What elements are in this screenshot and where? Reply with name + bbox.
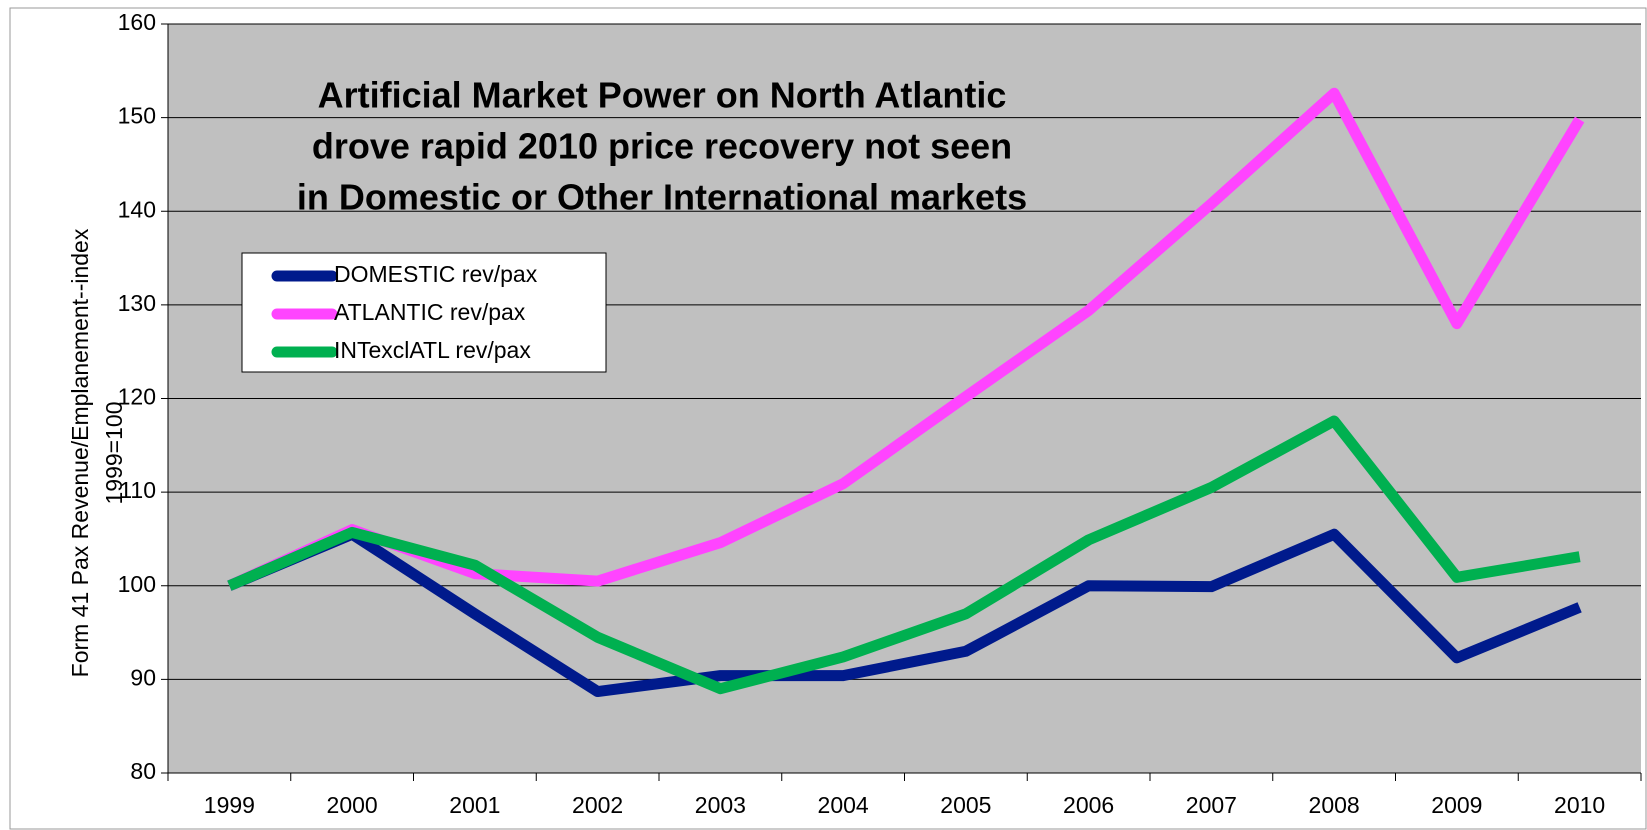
x-tick-label: 1999 [204, 792, 255, 818]
x-tick-label: 2004 [818, 792, 869, 818]
y-tick-label: 160 [118, 9, 156, 35]
y-tick-label: 110 [119, 477, 156, 503]
y-axis-label: 1999=100 [101, 402, 127, 505]
y-tick-label: 130 [118, 290, 156, 316]
x-tick-label: 2003 [695, 792, 746, 818]
x-tick-label: 2000 [327, 792, 378, 818]
y-tick-label: 140 [118, 196, 156, 222]
x-tick-label: 2008 [1309, 792, 1360, 818]
legend-label: DOMESTIC rev/pax [334, 261, 538, 287]
y-tick-label: 150 [118, 103, 156, 129]
x-tick-label: 2002 [572, 792, 623, 818]
data-line [227, 528, 1582, 698]
x-tick-label: 2005 [940, 792, 991, 818]
x-tick-label: 2007 [1186, 792, 1237, 818]
chart-title: drove rapid 2010 price recovery not seen [312, 126, 1012, 167]
y-tick-label: 80 [130, 758, 156, 784]
y-tick-label: 90 [130, 664, 156, 690]
y-tick-label: 120 [118, 384, 156, 410]
x-tick-label: 2006 [1063, 792, 1114, 818]
data-line [227, 415, 1581, 695]
y-tick-label: 100 [118, 571, 156, 597]
x-tick-label: 2001 [449, 792, 500, 818]
legend-label: ATLANTIC rev/pax [334, 299, 526, 325]
x-tick-label: 2010 [1554, 792, 1605, 818]
legend-label: INTexclATL rev/pax [334, 337, 531, 363]
chart-title: Artificial Market Power on North Atlanti… [318, 75, 1007, 116]
x-tick-label: 2009 [1431, 792, 1482, 818]
data-line [227, 87, 1585, 591]
chart-title: in Domestic or Other International marke… [297, 177, 1027, 218]
y-axis-label: Form 41 Pax Revenue/Emplanement--index [67, 228, 93, 677]
